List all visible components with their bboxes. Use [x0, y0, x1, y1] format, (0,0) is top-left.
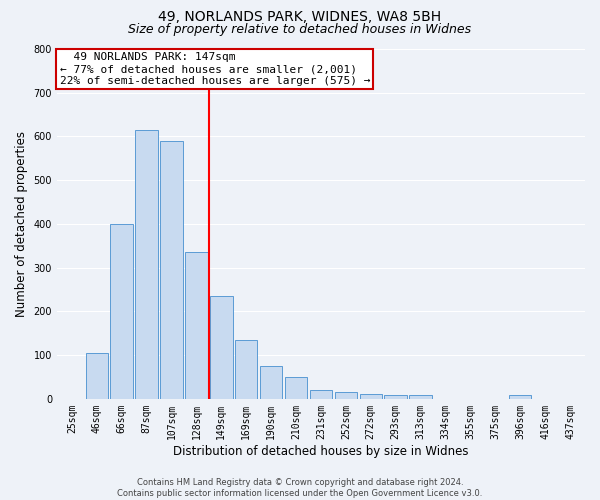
Bar: [185, 252, 208, 399]
Bar: [235, 340, 257, 399]
Text: 49, NORLANDS PARK, WIDNES, WA8 5BH: 49, NORLANDS PARK, WIDNES, WA8 5BH: [158, 10, 442, 24]
Text: Contains HM Land Registry data © Crown copyright and database right 2024.
Contai: Contains HM Land Registry data © Crown c…: [118, 478, 482, 498]
Bar: [285, 377, 307, 399]
Bar: [86, 353, 108, 399]
Bar: [260, 366, 283, 399]
X-axis label: Distribution of detached houses by size in Widnes: Distribution of detached houses by size …: [173, 444, 469, 458]
Bar: [210, 296, 233, 399]
Text: 49 NORLANDS PARK: 147sqm
← 77% of detached houses are smaller (2,001)
22% of sem: 49 NORLANDS PARK: 147sqm ← 77% of detach…: [59, 52, 370, 86]
Bar: [509, 396, 532, 399]
Bar: [409, 396, 432, 399]
Bar: [359, 394, 382, 399]
Bar: [110, 224, 133, 399]
Y-axis label: Number of detached properties: Number of detached properties: [15, 131, 28, 317]
Bar: [385, 396, 407, 399]
Bar: [310, 390, 332, 399]
Text: Size of property relative to detached houses in Widnes: Size of property relative to detached ho…: [128, 22, 472, 36]
Bar: [160, 141, 183, 399]
Bar: [335, 392, 357, 399]
Bar: [136, 130, 158, 399]
